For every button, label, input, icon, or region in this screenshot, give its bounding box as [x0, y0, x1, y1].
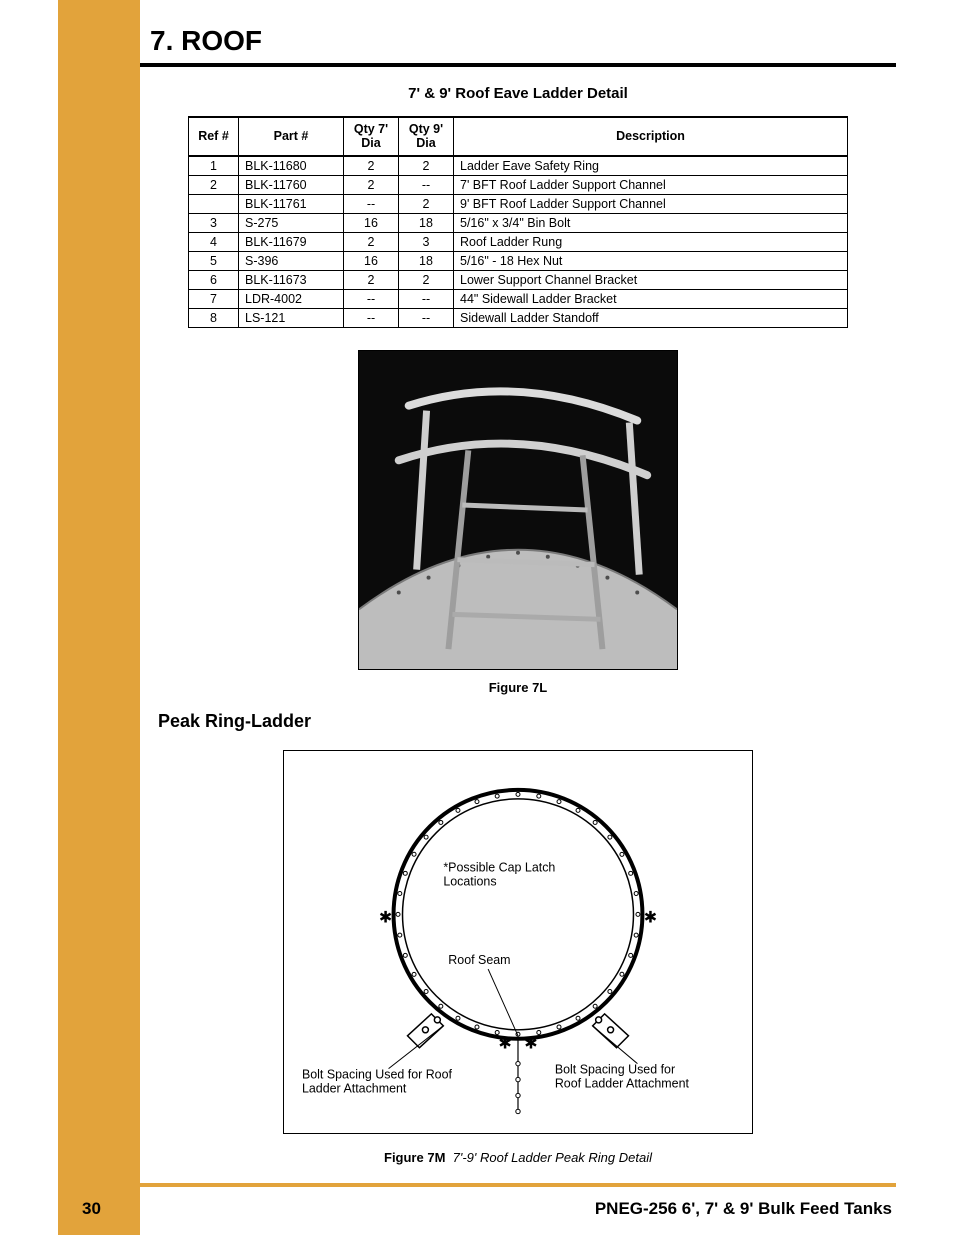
table-cell: 5/16" x 3/4" Bin Bolt	[454, 213, 848, 232]
table-cell: 18	[399, 213, 454, 232]
parts-table: Ref # Part # Qty 7' Dia Qty 9' Dia Descr…	[188, 116, 848, 328]
table-cell: 7	[189, 289, 239, 308]
table-cell: --	[399, 308, 454, 327]
table-row: 6BLK-1167322Lower Support Channel Bracke…	[189, 270, 848, 289]
figure-7m-caption: Figure 7M 7'-9' Roof Ladder Peak Ring De…	[140, 1150, 896, 1165]
svg-text:✱: ✱	[524, 1035, 537, 1052]
table-cell: BLK-11761	[239, 194, 344, 213]
table-cell: 2	[344, 232, 399, 251]
table-cell: 2	[399, 156, 454, 176]
col-header-ref: Ref #	[189, 117, 239, 156]
chapter-title: 7. ROOF	[140, 25, 896, 63]
figure-7l-caption: Figure 7L	[140, 680, 896, 695]
table-cell: 44" Sidewall Ladder Bracket	[454, 289, 848, 308]
label-bolt-right: Bolt Spacing Used forRoof Ladder Attachm…	[555, 1062, 690, 1090]
figure-7l-photo	[358, 350, 678, 670]
table-cell: S-396	[239, 251, 344, 270]
table-cell: 2	[344, 270, 399, 289]
table-cell: BLK-11680	[239, 156, 344, 176]
table-cell	[189, 194, 239, 213]
table-cell: 5	[189, 251, 239, 270]
table-cell: 3	[189, 213, 239, 232]
svg-text:✱: ✱	[498, 1035, 511, 1052]
table-cell: 9' BFT Roof Ladder Support Channel	[454, 194, 848, 213]
footer-rule	[58, 1183, 896, 1187]
figure-7m-caption-bold: Figure 7M	[384, 1150, 445, 1165]
table-row: 2BLK-117602--7' BFT Roof Ladder Support …	[189, 175, 848, 194]
table-row: 4BLK-1167923Roof Ladder Rung	[189, 232, 848, 251]
table-cell: Roof Ladder Rung	[454, 232, 848, 251]
page-number: 30	[82, 1199, 101, 1219]
table-cell: 2	[344, 175, 399, 194]
table-cell: --	[399, 175, 454, 194]
col-header-part: Part #	[239, 117, 344, 156]
figure-7m-svg: ✱ ✱ ✱ ✱ *Possible Cap La	[294, 765, 742, 1123]
table-body: 1BLK-1168022Ladder Eave Safety Ring2BLK-…	[189, 156, 848, 328]
table-cell: --	[344, 308, 399, 327]
table-cell: 5/16" - 18 Hex Nut	[454, 251, 848, 270]
table-row: BLK-11761--29' BFT Roof Ladder Support C…	[189, 194, 848, 213]
table-cell: 3	[399, 232, 454, 251]
table-cell: 16	[344, 213, 399, 232]
table-cell: BLK-11673	[239, 270, 344, 289]
col-header-qty9: Qty 9' Dia	[399, 117, 454, 156]
table-cell: 18	[399, 251, 454, 270]
table-cell: BLK-11679	[239, 232, 344, 251]
table-cell: 2	[399, 194, 454, 213]
table-cell: 2	[189, 175, 239, 194]
table-row: 3S-27516185/16" x 3/4" Bin Bolt	[189, 213, 848, 232]
svg-text:✱: ✱	[379, 909, 392, 926]
col-header-qty7: Qty 7' Dia	[344, 117, 399, 156]
title-rule	[140, 63, 896, 67]
section-heading-peak-ring: Peak Ring-Ladder	[158, 711, 896, 732]
svg-text:✱: ✱	[644, 909, 657, 926]
table-cell: 7' BFT Roof Ladder Support Channel	[454, 175, 848, 194]
table-cell: 2	[344, 156, 399, 176]
footer-doc-id: PNEG-256 6', 7' & 9' Bulk Feed Tanks	[595, 1199, 892, 1219]
table-cell: 6	[189, 270, 239, 289]
table-cell: 4	[189, 232, 239, 251]
table-cell: Sidewall Ladder Standoff	[454, 308, 848, 327]
table-cell: S-275	[239, 213, 344, 232]
table-cell: 1	[189, 156, 239, 176]
table-cell: 2	[399, 270, 454, 289]
col-header-desc: Description	[454, 117, 848, 156]
figure-7m-caption-ital: 7'-9' Roof Ladder Peak Ring Detail	[453, 1150, 652, 1165]
table-cell: Ladder Eave Safety Ring	[454, 156, 848, 176]
figure-7l-svg	[359, 351, 677, 669]
table-cell: 16	[344, 251, 399, 270]
table-cell: 8	[189, 308, 239, 327]
sidebar-accent	[58, 0, 140, 1235]
table-row: 8LS-121----Sidewall Ladder Standoff	[189, 308, 848, 327]
figure-7m-diagram: ✱ ✱ ✱ ✱ *Possible Cap La	[283, 750, 753, 1134]
page-content: 7. ROOF 7' & 9' Roof Eave Ladder Detail …	[140, 0, 896, 1165]
table-cell: Lower Support Channel Bracket	[454, 270, 848, 289]
table-row: 1BLK-1168022Ladder Eave Safety Ring	[189, 156, 848, 176]
table-cell: --	[399, 289, 454, 308]
label-bolt-left: Bolt Spacing Used for RoofLadder Attachm…	[302, 1067, 453, 1095]
table-cell: --	[344, 194, 399, 213]
table-cell: LDR-4002	[239, 289, 344, 308]
table-cell: BLK-11760	[239, 175, 344, 194]
table-row: 7LDR-4002----44" Sidewall Ladder Bracket	[189, 289, 848, 308]
table-header-row: Ref # Part # Qty 7' Dia Qty 9' Dia Descr…	[189, 117, 848, 156]
table-cell: LS-121	[239, 308, 344, 327]
table-row: 5S-39616185/16" - 18 Hex Nut	[189, 251, 848, 270]
label-roof-seam: Roof Seam	[448, 953, 510, 967]
table-title: 7' & 9' Roof Eave Ladder Detail	[140, 85, 896, 102]
table-cell: --	[344, 289, 399, 308]
